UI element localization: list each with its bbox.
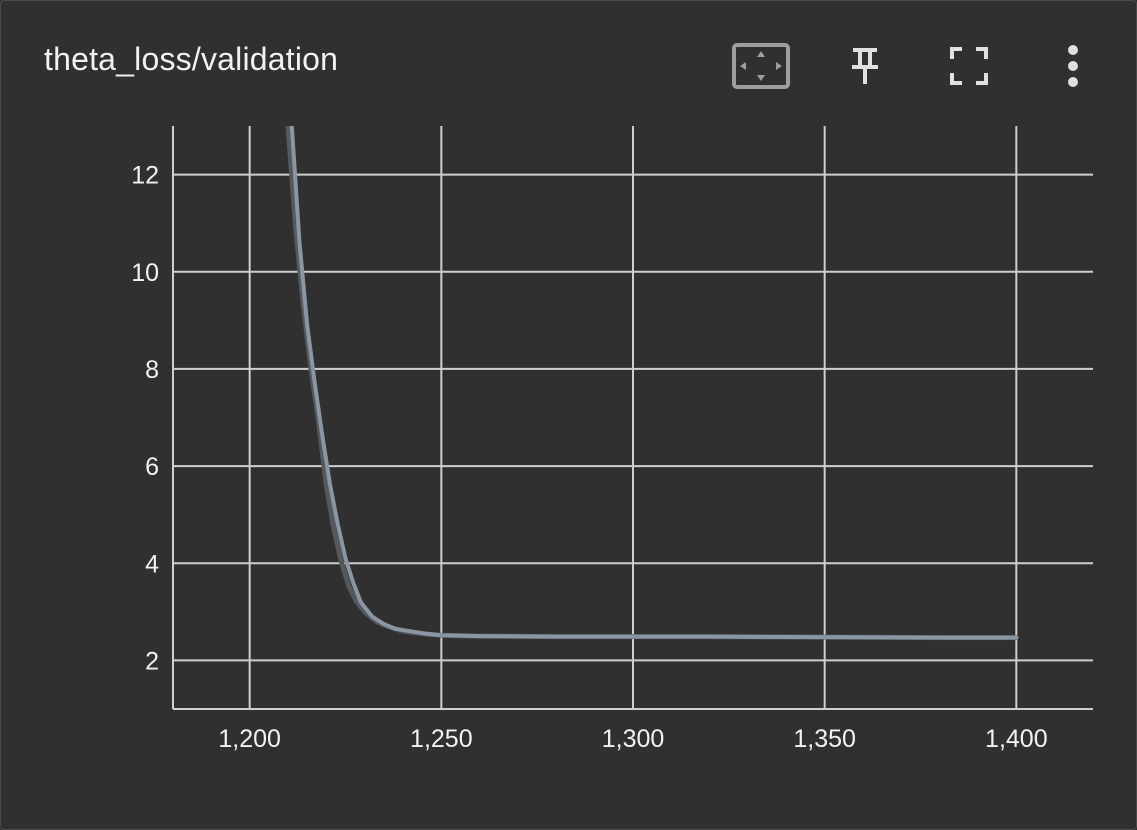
more-vert-icon [1068,45,1078,87]
raw-series-line [285,126,1019,641]
fit-to-domain-icon [732,43,790,89]
x-tick-label: 1,350 [793,725,856,753]
y-tick-label: 10 [131,259,159,287]
y-tick-label: 4 [145,550,159,578]
x-tick-label: 1,200 [218,725,281,753]
x-tick-label: 1,250 [410,725,473,753]
pin-icon [852,48,878,84]
chart-title: theta_loss/validation [44,41,339,77]
y-tick-label: 12 [131,162,159,190]
more-menu-button[interactable] [1055,41,1091,91]
fullscreen-button[interactable] [947,41,991,91]
smoothed-series-line [289,126,1019,640]
x-tick-label: 1,300 [602,725,665,753]
y-tick-label: 6 [145,453,159,481]
x-tick-label: 1,400 [985,725,1048,753]
pin-button[interactable] [843,41,887,91]
fullscreen-icon [950,47,988,85]
fit-domain-button[interactable] [731,41,791,91]
y-tick-label: 2 [145,647,159,675]
y-tick-label: 8 [145,356,159,384]
